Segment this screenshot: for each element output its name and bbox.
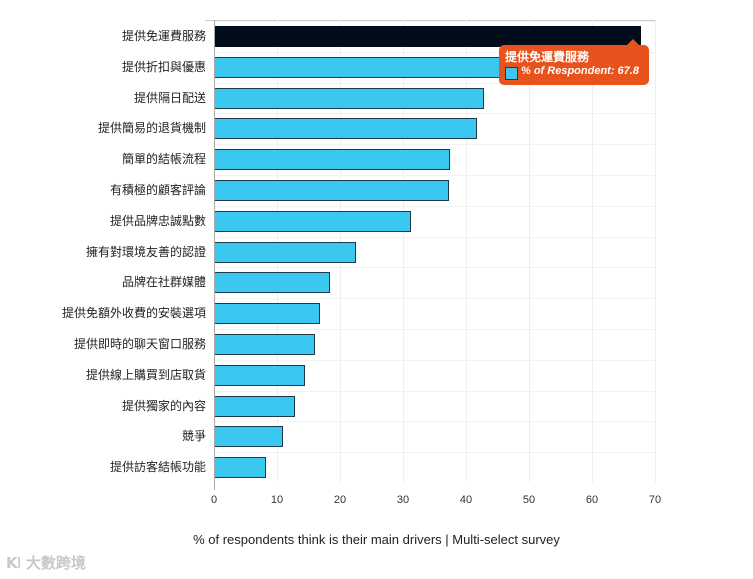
row-gridline: [214, 452, 655, 454]
category-label: 有積極的顧客評論: [109, 183, 206, 197]
bar[interactable]: [214, 241, 356, 263]
bar[interactable]: [214, 334, 315, 355]
x-tick-label: 30: [396, 494, 410, 506]
top-border: [205, 20, 655, 21]
gridline: [529, 20, 530, 482]
bar[interactable]: [214, 210, 412, 232]
category-label: 擁有對環境友善的認證: [85, 244, 206, 259]
category-label: 提供免額外收費的安裝選項: [61, 306, 206, 321]
row-gridline: [214, 359, 655, 361]
bar[interactable]: [214, 272, 330, 294]
category-label: 提供隔日配送: [133, 90, 206, 105]
tooltip-arrow: [627, 39, 639, 45]
row-gridline: [214, 175, 655, 176]
x-tick-label: 60: [585, 494, 599, 506]
x-tick-label: 70: [648, 494, 662, 506]
row-gridline: [214, 298, 655, 300]
row-gridline: [214, 236, 655, 238]
category-label: 競爭: [181, 429, 206, 444]
bar[interactable]: [214, 26, 642, 47]
bar[interactable]: [214, 87, 485, 109]
bar[interactable]: [214, 118, 477, 140]
row-gridline: [214, 82, 655, 84]
gridline: [403, 20, 404, 482]
bar[interactable]: [214, 56, 542, 78]
gridline: [655, 20, 656, 482]
row-gridline: [214, 390, 655, 392]
gridline: [592, 20, 593, 482]
x-tick-label: 50: [522, 494, 536, 506]
row-gridline: [214, 51, 655, 53]
category-label: 提供即時的聊天窗口服務: [73, 337, 206, 351]
category-label: 提供折扣與優惠: [121, 59, 206, 74]
bar[interactable]: [214, 180, 449, 201]
x-tick-label: 40: [459, 494, 473, 506]
category-label: 提供線上購買到店取貨: [85, 367, 206, 382]
row-gridline: [214, 144, 655, 146]
y-axis-line: [214, 20, 215, 490]
tooltip: 提供免運費服務 % of Respondent: 67.8: [499, 39, 649, 85]
gridline: [466, 20, 467, 482]
bar[interactable]: [214, 457, 267, 479]
category-label: 提供簡易的退貨機制: [97, 121, 206, 136]
bar[interactable]: [214, 303, 320, 325]
row-gridline: [214, 113, 655, 115]
x-tick-label: 20: [333, 494, 347, 506]
row-gridline: [214, 421, 655, 423]
tooltip-value: % of Respondent: 67.8: [521, 65, 639, 77]
bar[interactable]: [214, 395, 296, 417]
bar[interactable]: [214, 149, 450, 171]
row-gridline: [214, 267, 655, 269]
watermark-logo: K꘡ 大數跨境: [6, 554, 86, 572]
category-label: 簡單的結帳流程: [121, 152, 206, 167]
category-label: 提供免運費服務: [121, 29, 206, 43]
row-gridline: [214, 21, 655, 22]
category-label: 提供獨家的內容: [121, 398, 206, 413]
row-gridline: [214, 205, 655, 207]
x-axis-label: % of respondents think is their main dri…: [193, 532, 560, 547]
category-label: 提供品牌忠誠點數: [109, 213, 206, 228]
bar[interactable]: [214, 426, 284, 448]
category-label: 品牌在社群媒體: [121, 275, 206, 290]
x-tick-label: 0: [210, 494, 218, 506]
legend-swatch-icon: [505, 67, 518, 80]
x-tick-label: 10: [270, 494, 284, 506]
tooltip-title: 提供免運費服務: [505, 50, 590, 64]
category-label: 提供訪客結帳功能: [109, 460, 206, 475]
row-gridline: [214, 329, 655, 330]
bar[interactable]: [214, 364, 305, 386]
